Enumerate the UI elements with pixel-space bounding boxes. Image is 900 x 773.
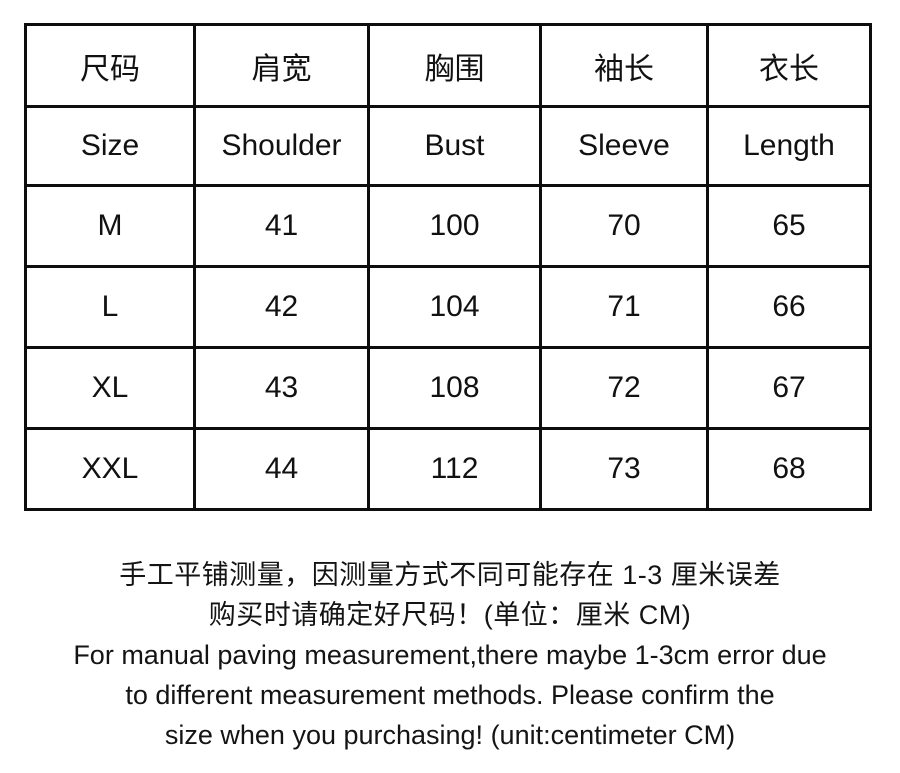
cell-length: 68 bbox=[706, 427, 872, 511]
column-header-length-en: Length bbox=[706, 105, 872, 187]
column-header-sleeve-en: Sleeve bbox=[539, 105, 709, 187]
cell-length: 67 bbox=[706, 346, 872, 430]
column-header-size-en: Size bbox=[24, 105, 196, 187]
table-row-xl: XL 43 108 72 67 bbox=[24, 346, 872, 430]
cell-shoulder: 43 bbox=[193, 346, 370, 430]
cell-bust: 104 bbox=[367, 265, 542, 349]
cell-bust: 100 bbox=[367, 184, 542, 268]
note-english-line3: size when you purchasing! (unit:centimet… bbox=[164, 720, 736, 750]
size-chart-table: 尺码 肩宽 胸围 袖长 衣长 Size Shoulder Bust Sleeve… bbox=[24, 23, 872, 511]
cell-size: M bbox=[24, 184, 196, 268]
note-english-line1: For manual paving measurement,there mayb… bbox=[73, 640, 827, 670]
note-english-line2: to different measurement methods. Please… bbox=[125, 680, 775, 710]
column-header-sleeve-zh: 袖长 bbox=[539, 23, 709, 108]
column-header-shoulder-en: Shoulder bbox=[193, 105, 370, 187]
cell-size: L bbox=[24, 265, 196, 349]
cell-sleeve: 70 bbox=[539, 184, 709, 268]
cell-sleeve: 73 bbox=[539, 427, 709, 511]
cell-size: XL bbox=[24, 346, 196, 430]
cell-bust: 112 bbox=[367, 427, 542, 511]
column-header-bust-zh: 胸围 bbox=[367, 23, 542, 108]
cell-length: 65 bbox=[706, 184, 872, 268]
table-row-xxl: XXL 44 112 73 68 bbox=[24, 427, 872, 511]
column-header-bust-en: Bust bbox=[367, 105, 542, 187]
cell-shoulder: 42 bbox=[193, 265, 370, 349]
header-row-english: Size Shoulder Bust Sleeve Length bbox=[24, 105, 872, 187]
column-header-length-zh: 衣长 bbox=[706, 23, 872, 108]
table-row-l: L 42 104 71 66 bbox=[24, 265, 872, 349]
cell-shoulder: 41 bbox=[193, 184, 370, 268]
cell-size: XXL bbox=[24, 427, 196, 511]
cell-sleeve: 72 bbox=[539, 346, 709, 430]
cell-length: 66 bbox=[706, 265, 872, 349]
cell-sleeve: 71 bbox=[539, 265, 709, 349]
note-chinese-line2: 购买时请确定好尺码！(单位：厘米 CM) bbox=[208, 600, 692, 630]
measurement-notes: 手工平铺测量，因测量方式不同可能存在 1-3 厘米误差 购买时请确定好尺码！(单… bbox=[0, 555, 900, 755]
column-header-size-zh: 尺码 bbox=[24, 23, 196, 108]
header-row-chinese: 尺码 肩宽 胸围 袖长 衣长 bbox=[24, 23, 872, 108]
table-row-m: M 41 100 70 65 bbox=[24, 184, 872, 268]
column-header-shoulder-zh: 肩宽 bbox=[193, 23, 370, 108]
note-chinese-line1: 手工平铺测量，因测量方式不同可能存在 1-3 厘米误差 bbox=[119, 560, 781, 590]
cell-bust: 108 bbox=[367, 346, 542, 430]
cell-shoulder: 44 bbox=[193, 427, 370, 511]
